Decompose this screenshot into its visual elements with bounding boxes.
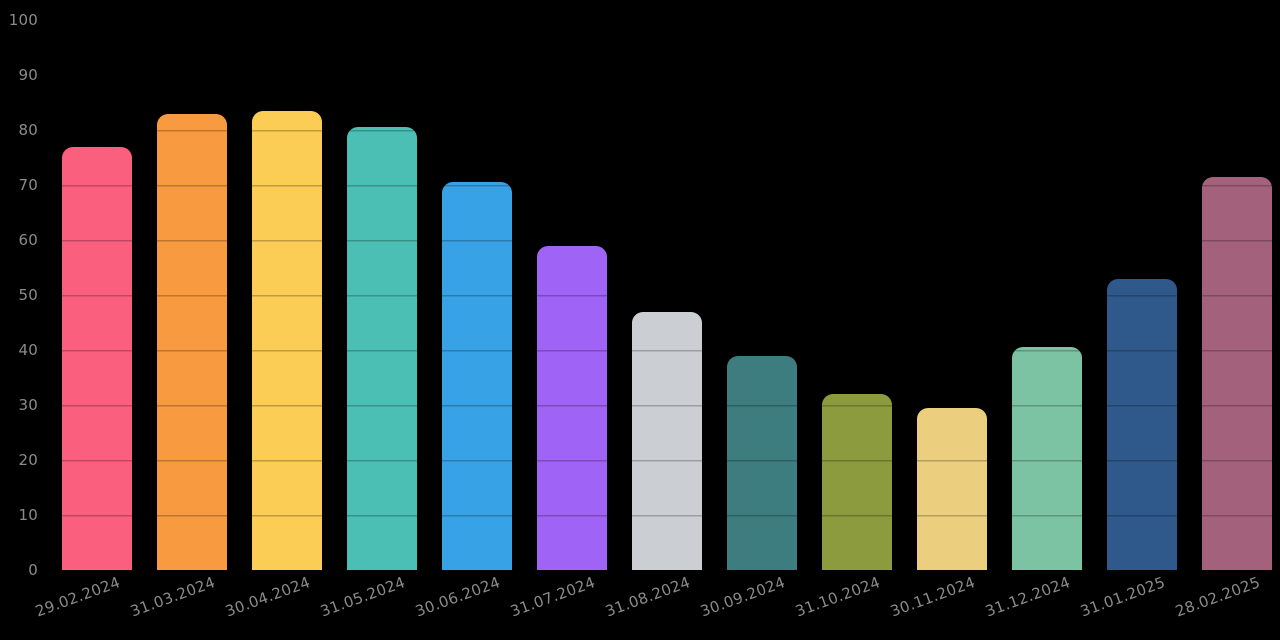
bar-30.04.2024[interactable]: [252, 110, 322, 570]
x-axis-tick-label: 31.05.2024: [317, 573, 408, 621]
y-axis-tick-label: 10: [18, 506, 38, 524]
x-axis-tick-label: 31.07.2024: [507, 573, 598, 621]
bar-segment-lines: [727, 355, 797, 570]
bar-segment-lines: [442, 182, 512, 570]
y-axis-tick-label: 100: [8, 11, 38, 29]
bar-31.10.2024[interactable]: [822, 394, 892, 570]
bar-segment-lines: [1012, 347, 1082, 570]
bar-segment-lines: [1202, 176, 1272, 570]
y-axis-tick-label: 70: [18, 176, 38, 194]
bar-segment-lines: [632, 311, 702, 570]
x-axis-tick-label: 30.11.2024: [887, 573, 978, 621]
bar-31.07.2024[interactable]: [537, 245, 607, 570]
x-axis-tick-label: 31.03.2024: [127, 573, 218, 621]
x-axis-tick-label: 31.01.2025: [1077, 573, 1168, 621]
bar-segment-lines: [62, 146, 132, 570]
y-axis-tick-label: 40: [18, 341, 38, 359]
y-axis-tick-label: 80: [18, 121, 38, 139]
x-axis-tick-label: 30.06.2024: [412, 573, 503, 621]
bar-28.02.2025[interactable]: [1202, 176, 1272, 570]
bar-30.06.2024[interactable]: [442, 182, 512, 570]
y-axis-tick-label: 0: [28, 561, 38, 579]
bar-29.02.2024[interactable]: [62, 146, 132, 570]
y-axis-tick-label: 30: [18, 396, 38, 414]
bar-segment-lines: [822, 394, 892, 570]
bar-segment-lines: [157, 113, 227, 570]
x-axis-tick-label: 30.09.2024: [697, 573, 788, 621]
bar-31.05.2024[interactable]: [347, 127, 417, 570]
bar-30.11.2024[interactable]: [917, 407, 987, 570]
bar-segment-lines: [252, 110, 322, 570]
bar-31.12.2024[interactable]: [1012, 347, 1082, 570]
y-axis-tick-label: 60: [18, 231, 38, 249]
x-axis-tick-label: 29.02.2024: [32, 573, 123, 621]
x-axis-tick-label: 31.08.2024: [602, 573, 693, 621]
x-axis-tick-label: 30.04.2024: [222, 573, 313, 621]
bar-31.01.2025[interactable]: [1107, 278, 1177, 570]
bar-30.09.2024[interactable]: [727, 355, 797, 570]
bar-segment-lines: [347, 127, 417, 570]
x-axis-tick-label: 31.10.2024: [792, 573, 883, 621]
bar-31.03.2024[interactable]: [157, 113, 227, 570]
x-axis-tick-label: 28.02.2025: [1172, 573, 1263, 621]
bar-31.08.2024[interactable]: [632, 311, 702, 570]
bar-segment-lines: [1107, 278, 1177, 570]
y-axis-tick-label: 20: [18, 451, 38, 469]
y-axis-tick-label: 50: [18, 286, 38, 304]
x-axis-tick-label: 31.12.2024: [982, 573, 1073, 621]
y-axis-tick-label: 90: [18, 66, 38, 84]
bar-segment-lines: [917, 407, 987, 570]
bar-segment-lines: [537, 245, 607, 570]
